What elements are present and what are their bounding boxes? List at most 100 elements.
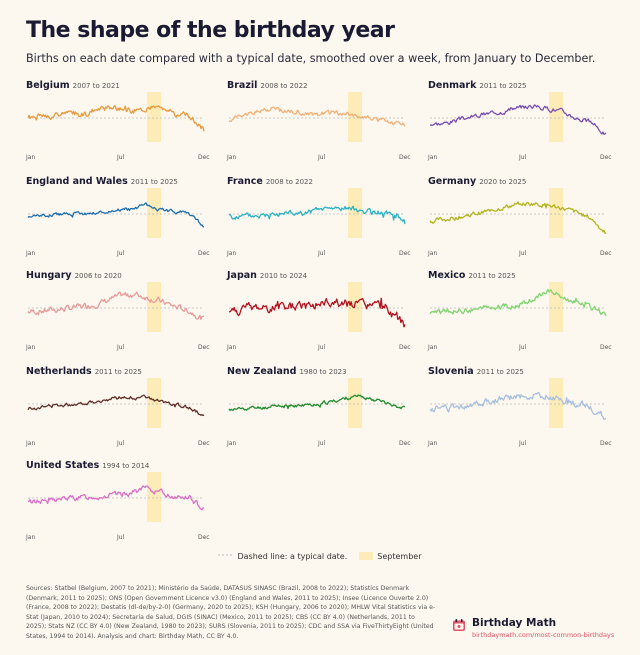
country-name: Japan <box>227 270 257 281</box>
september-band <box>549 92 563 142</box>
series-line <box>28 485 205 511</box>
x-tick-label: Jan <box>428 154 438 161</box>
series-line <box>228 394 406 412</box>
line-chart <box>228 282 406 332</box>
x-tick-label: Dec <box>600 154 612 161</box>
series-line <box>429 104 607 135</box>
panel-title: United States 1994 to 2014 <box>26 460 149 471</box>
x-tick-label: Dec <box>198 534 210 541</box>
x-tick-label: Jan <box>428 440 438 447</box>
x-tick-label: Dec <box>399 250 411 257</box>
line-chart <box>27 188 205 238</box>
september-band <box>549 282 563 332</box>
panel-germany: Germany 2020 to 2025 Jan Jul Dec <box>428 176 618 262</box>
september-band <box>147 92 161 142</box>
x-tick-label: Jul <box>117 534 125 541</box>
panel-england-and-wales: England and Wales 2011 to 2025 Jan Jul Dec <box>26 176 216 262</box>
panel-belgium: Belgium 2007 to 2021 Jan Jul Dec <box>26 80 216 166</box>
panel-slovenia: Slovenia 2011 to 2025 Jan Jul Dec <box>428 366 618 452</box>
panel-title: England and Wales 2011 to 2025 <box>26 176 178 187</box>
x-tick-label: Jul <box>519 344 527 351</box>
line-chart <box>429 282 607 332</box>
x-tick-label: Jul <box>117 250 125 257</box>
panel-mexico: Mexico 2011 to 2025 Jan Jul Dec <box>428 270 618 356</box>
september-band <box>147 378 161 428</box>
year-range: 2008 to 2022 <box>260 82 308 90</box>
country-name: New Zealand <box>227 366 297 377</box>
country-name: France <box>227 176 263 187</box>
panel-denmark: Denmark 2011 to 2025 Jan Jul Dec <box>428 80 618 166</box>
year-range: 2011 to 2025 <box>476 368 524 376</box>
line-chart <box>27 282 205 332</box>
line-chart <box>228 92 406 142</box>
x-tick-label: Jul <box>519 154 527 161</box>
x-tick-label: Jan <box>26 154 36 161</box>
line-chart <box>429 92 607 142</box>
panel-title: Hungary 2006 to 2020 <box>26 270 122 281</box>
panel-hungary: Hungary 2006 to 2020 Jan Jul Dec <box>26 270 216 356</box>
country-name: England and Wales <box>26 176 128 187</box>
panel-new-zealand: New Zealand 1980 to 2023 Jan Jul Dec <box>227 366 417 452</box>
x-tick-label: Jul <box>318 250 326 257</box>
x-tick-label: Dec <box>399 344 411 351</box>
september-band <box>348 378 362 428</box>
x-tick-label: Dec <box>600 344 612 351</box>
x-tick-label: Dec <box>198 250 210 257</box>
panel-title: Netherlands 2011 to 2025 <box>26 366 142 377</box>
country-name: Hungary <box>26 270 72 281</box>
year-range: 2011 to 2025 <box>468 272 516 280</box>
x-tick-label: Jul <box>519 250 527 257</box>
x-tick-label: Jul <box>117 154 125 161</box>
x-tick-label: Jan <box>26 250 36 257</box>
chart-subtitle: Births on each date compared with a typi… <box>26 52 596 65</box>
series-line <box>27 394 205 417</box>
legend-september-label: September <box>377 552 422 561</box>
chart-title: The shape of the birthday year <box>26 18 395 43</box>
year-range: 1994 to 2014 <box>102 462 150 470</box>
september-band <box>348 92 362 142</box>
x-tick-label: Jan <box>227 344 237 351</box>
year-range: 2010 to 2024 <box>259 272 308 280</box>
line-chart <box>228 378 406 428</box>
september-band <box>549 378 563 428</box>
series-line <box>429 288 607 317</box>
x-tick-label: Jan <box>428 344 438 351</box>
x-tick-label: Jan <box>227 440 237 447</box>
line-chart <box>27 378 205 428</box>
series-line <box>228 205 406 225</box>
x-tick-label: Dec <box>198 440 210 447</box>
september-band <box>348 188 362 238</box>
year-range: 2008 to 2022 <box>265 178 313 186</box>
september-swatch <box>359 552 374 560</box>
legend-dashed-label: Dashed line: a typical date. <box>237 552 348 561</box>
x-tick-label: Jan <box>26 534 36 541</box>
panel-brazil: Brazil 2008 to 2022 Jan Jul Dec <box>227 80 417 166</box>
september-band <box>147 282 161 332</box>
x-tick-label: Jul <box>318 440 326 447</box>
country-name: Netherlands <box>26 366 92 377</box>
x-tick-label: Jul <box>117 344 125 351</box>
x-tick-label: Jan <box>428 250 438 257</box>
country-name: Mexico <box>428 270 466 281</box>
year-range: 2006 to 2020 <box>74 272 122 280</box>
country-name: Brazil <box>227 80 258 91</box>
x-tick-label: Dec <box>600 440 612 447</box>
line-chart <box>228 188 406 238</box>
series-line <box>27 291 205 320</box>
panel-title: France 2008 to 2022 <box>227 176 313 187</box>
line-chart <box>429 378 606 428</box>
september-band <box>147 472 161 522</box>
country-name: Belgium <box>26 80 70 91</box>
x-tick-label: Dec <box>399 154 411 161</box>
country-name: Slovenia <box>428 366 474 377</box>
x-tick-label: Dec <box>399 440 411 447</box>
line-chart <box>429 188 606 238</box>
x-tick-label: Jul <box>117 440 125 447</box>
panel-title: Denmark 2011 to 2025 <box>428 80 527 91</box>
panel-france: France 2008 to 2022 Jan Jul Dec <box>227 176 417 262</box>
brand-name: Birthday Math <box>472 617 557 629</box>
brand-url[interactable]: birthdaymath.com/most-common-birthdays <box>472 631 615 639</box>
september-band <box>549 188 563 238</box>
year-range: 1980 to 2023 <box>299 368 347 376</box>
country-name: United States <box>26 460 100 471</box>
